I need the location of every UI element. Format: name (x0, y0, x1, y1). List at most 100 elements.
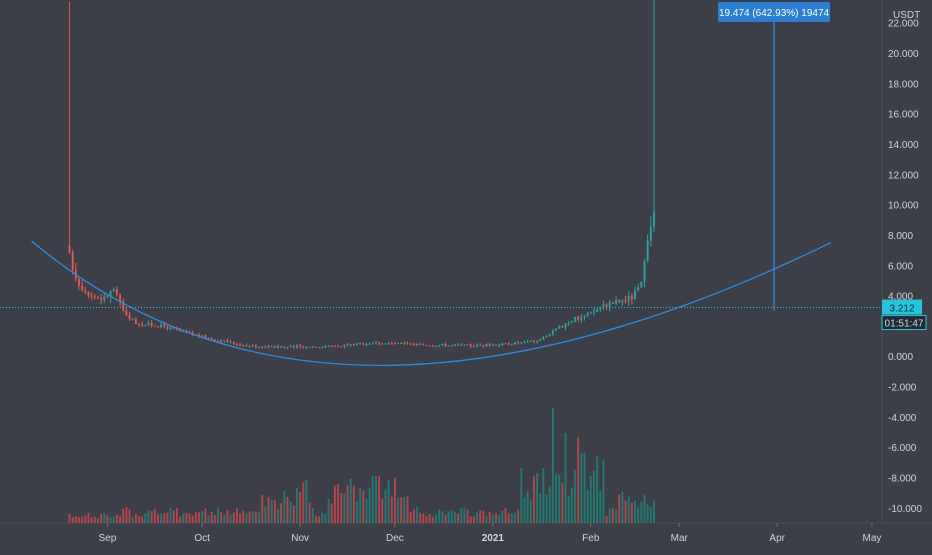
candle-body (138, 323, 140, 325)
candle-body (368, 343, 371, 345)
volume-bar (223, 515, 226, 523)
volume-bar (333, 485, 336, 523)
volume-bar (349, 478, 352, 523)
candle-body (479, 344, 482, 346)
candle-body (621, 300, 624, 303)
volume-bar (466, 509, 469, 523)
volume-bar (68, 513, 71, 523)
volume-bar (232, 512, 235, 523)
candle-body (447, 345, 450, 347)
candle-body (460, 344, 463, 346)
volume-bar (453, 511, 456, 523)
candle-body (561, 326, 564, 328)
candle-body (558, 326, 561, 329)
candle-body (520, 342, 523, 344)
volume-bar (409, 511, 412, 523)
volume-bar (390, 496, 393, 523)
candle-body (267, 346, 270, 348)
volume-bar (450, 510, 453, 523)
volume-bar (217, 507, 219, 523)
candle-body (251, 345, 254, 347)
price-tick-label: 12.000 (888, 170, 919, 181)
price-tick-label: 14.000 (888, 140, 919, 151)
candle-body (302, 346, 305, 348)
volume-bar (74, 516, 77, 523)
candle-body (400, 342, 403, 344)
volume-bar (283, 490, 286, 523)
candle-body (504, 343, 507, 345)
time-tick-label: May (863, 533, 882, 544)
candle-body (371, 343, 374, 345)
volume-bar (242, 510, 245, 523)
candle-body (574, 317, 576, 322)
price-tick-label: 20.000 (888, 49, 919, 60)
candle-body (330, 345, 333, 347)
volume-bar (444, 515, 447, 523)
candle-body (485, 343, 488, 347)
candle-body (308, 346, 311, 348)
candle-body (318, 347, 321, 349)
price-tick-label: 18.000 (888, 79, 919, 90)
volume-bar (526, 491, 529, 523)
candle-body (378, 342, 381, 344)
candle-body (128, 315, 131, 320)
candle-body (526, 341, 529, 343)
candle-body (422, 344, 425, 346)
candle-body (416, 344, 418, 346)
candle-body (589, 312, 592, 314)
volume-bar (412, 509, 415, 523)
volume-bar (375, 475, 377, 523)
volume-bar (280, 503, 283, 523)
volume-bar (397, 497, 400, 523)
candle-body (643, 261, 646, 282)
volume-bar (570, 487, 573, 523)
volume-bar (356, 501, 358, 523)
volume-bar (368, 487, 371, 523)
price-axis[interactable]: USDT 22.000 20.000 18.000 16.000 14.000 12.00… (888, 10, 922, 515)
time-tick-label: Feb (582, 533, 600, 544)
volume-bar (194, 512, 197, 523)
candle-body (258, 346, 261, 348)
candle-body (201, 335, 204, 337)
volume-bar (634, 500, 636, 523)
volume-bar (545, 494, 548, 523)
volume-bar (204, 508, 207, 523)
volume-bar (523, 497, 526, 523)
candle-body (501, 343, 504, 346)
candle-body (210, 337, 213, 340)
last-price-badge (882, 299, 922, 315)
volume-bar (472, 516, 475, 523)
candle-body (593, 311, 595, 313)
candle-body (453, 344, 456, 346)
candle-body (409, 343, 412, 345)
rounding-bottom-curve (31, 240, 832, 366)
volume-bar (621, 491, 624, 523)
volume-bar (387, 480, 390, 523)
time-axis[interactable]: Sep Oct Nov Dec 2021 Feb Mar Apr May (99, 523, 882, 544)
volume-bar (627, 496, 630, 523)
candle-body (96, 297, 99, 299)
volume-bar (324, 513, 327, 523)
volume-bar (469, 516, 472, 523)
candle-body (444, 344, 447, 347)
candle-body (157, 326, 159, 328)
volume-bar (441, 511, 444, 523)
volume-bar (637, 507, 640, 523)
volume-bar (384, 489, 387, 523)
time-tick-label: Mar (671, 533, 689, 544)
volume-bar (539, 493, 542, 523)
candle-body (292, 345, 295, 348)
candle-body (122, 301, 125, 310)
volume-bar (460, 507, 463, 523)
price-tick-label: -6.000 (888, 443, 917, 454)
candle-body (564, 323, 567, 328)
volume-bar (207, 515, 210, 523)
volume-bar (653, 500, 655, 523)
time-tick-label: 2021 (482, 533, 505, 544)
candle-body (403, 343, 406, 345)
volume-bar (337, 483, 339, 523)
candle-body (514, 342, 516, 345)
volume-bar (558, 474, 561, 523)
last-price-label: 3.212 (889, 304, 914, 315)
